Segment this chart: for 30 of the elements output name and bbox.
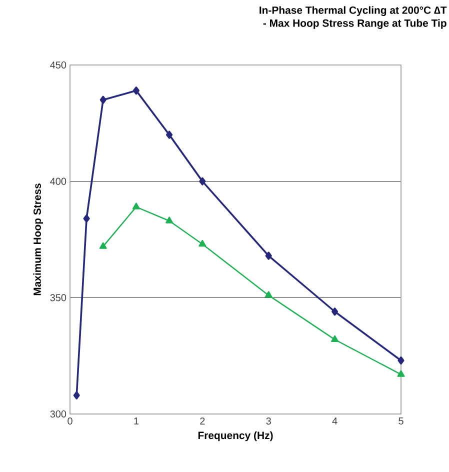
point: [132, 86, 140, 95]
point: [265, 252, 272, 260]
y-tick-label: 300: [50, 410, 66, 418]
chart-subtitle: - Max Hoop Stress Range at Tube Tip: [263, 19, 446, 29]
point: [99, 242, 107, 249]
x-tick-label: 4: [332, 418, 338, 424]
point: [264, 291, 272, 298]
point: [73, 391, 80, 400]
point: [198, 240, 206, 247]
point: [199, 177, 206, 186]
point: [166, 130, 173, 139]
point: [397, 370, 405, 377]
point: [166, 216, 174, 224]
chart-title: In-Phase Thermal Cycling at 200°C ∆T: [260, 6, 447, 16]
x-axis-title: Frequency (Hz): [198, 431, 273, 442]
y-tick-label: 400: [50, 178, 66, 185]
y-tick-label: 350: [50, 294, 66, 302]
y-tick-label: 450: [50, 61, 66, 69]
x-tick-label: 3: [266, 418, 271, 425]
point: [100, 96, 106, 104]
x-tick-label: 0: [68, 418, 72, 425]
x-tick-label: 1: [134, 418, 138, 424]
x-tick-label: 5: [398, 418, 404, 424]
x-tick-label: 2: [200, 418, 205, 424]
point: [398, 356, 404, 365]
point: [331, 335, 339, 342]
point: [332, 308, 338, 316]
point: [132, 202, 140, 210]
point: [83, 214, 90, 223]
y-axis-title: Maximum Hoop Stress: [33, 184, 44, 296]
